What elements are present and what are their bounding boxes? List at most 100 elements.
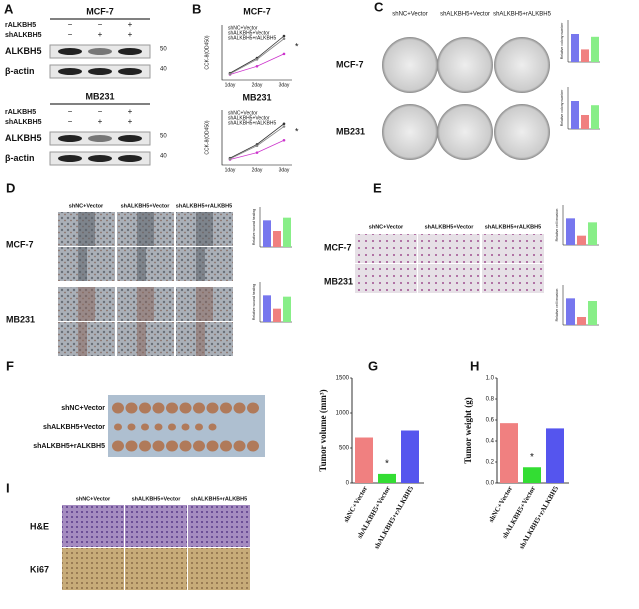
band bbox=[58, 48, 82, 55]
tumor bbox=[247, 402, 259, 414]
sign: − bbox=[68, 117, 73, 126]
bar bbox=[283, 296, 291, 322]
x-tick-label: 1day bbox=[225, 82, 236, 88]
axis bbox=[562, 285, 599, 326]
y-label: Tumor weight (g) bbox=[463, 397, 473, 464]
panel-label: C bbox=[374, 0, 384, 14]
annotation: * bbox=[385, 459, 389, 470]
column-label: shALKBH5+rALKBH5 bbox=[191, 496, 247, 502]
panel-label: A bbox=[4, 1, 14, 16]
x-tick-label: 2day bbox=[252, 167, 263, 173]
bar bbox=[581, 49, 589, 62]
x-tick-label: 3day bbox=[279, 82, 290, 88]
line bbox=[229, 35, 285, 74]
wound bbox=[78, 322, 87, 356]
tumor bbox=[181, 423, 190, 431]
y-tick-label: 0.2 bbox=[486, 460, 495, 466]
point bbox=[282, 34, 286, 38]
band bbox=[88, 48, 112, 55]
plate bbox=[382, 37, 438, 93]
row-label: shALKBH5 bbox=[5, 32, 42, 39]
y-label: Relative cell invasion bbox=[555, 209, 559, 242]
legend-entry: shALKBH5+rALKBH5 bbox=[228, 35, 276, 41]
tumor bbox=[208, 423, 217, 431]
tumor bbox=[154, 423, 163, 431]
image bbox=[418, 264, 480, 293]
band bbox=[118, 68, 142, 75]
column-label: shNC+Vector bbox=[76, 496, 111, 502]
tumor bbox=[179, 402, 192, 414]
row-label: Ki67 bbox=[30, 564, 49, 574]
legend-entry: shALKBH5+Vector bbox=[228, 30, 270, 36]
column-label: shNC+Vector bbox=[392, 12, 428, 18]
tumor bbox=[195, 423, 203, 431]
tumor bbox=[220, 440, 232, 452]
plate bbox=[437, 37, 493, 93]
column-label: shALKBH5+Vector bbox=[440, 12, 490, 18]
wound bbox=[137, 212, 154, 246]
bar bbox=[577, 317, 586, 325]
y-label: CCK-8(OD450) bbox=[204, 35, 210, 70]
sign: − bbox=[98, 20, 103, 29]
wound bbox=[137, 322, 146, 356]
tumor bbox=[220, 402, 232, 414]
bar bbox=[378, 473, 396, 483]
plate bbox=[437, 104, 493, 160]
tumor bbox=[206, 402, 219, 414]
row-label: MB231 bbox=[324, 276, 353, 286]
point bbox=[255, 58, 259, 61]
panel-label: D bbox=[6, 180, 15, 195]
band bbox=[118, 48, 142, 55]
cell-line: MB231 bbox=[85, 91, 114, 101]
panel-label: G bbox=[368, 358, 378, 373]
wound bbox=[78, 212, 95, 246]
legend-entry: shNC+Vector bbox=[228, 25, 258, 31]
image bbox=[188, 505, 250, 547]
bar bbox=[355, 437, 373, 483]
bar bbox=[566, 218, 575, 245]
y-label: Relative wound healing bbox=[252, 284, 256, 320]
tumor bbox=[125, 440, 138, 452]
x-tick-label: 2day bbox=[252, 82, 263, 88]
tumor bbox=[166, 440, 178, 452]
cell-line: MCF-7 bbox=[86, 6, 114, 16]
wound bbox=[196, 287, 213, 321]
bar bbox=[401, 430, 419, 483]
axis bbox=[567, 87, 600, 130]
y-label: CCK-8(OD450) bbox=[204, 120, 210, 155]
column-label: shALKBH5+rALKBH5 bbox=[176, 203, 232, 209]
bar bbox=[588, 222, 597, 245]
point bbox=[228, 72, 232, 76]
sign: − bbox=[98, 107, 103, 116]
column-label: shALKBH5+rALKBH5 bbox=[493, 12, 552, 18]
axis bbox=[567, 20, 600, 63]
axis bbox=[221, 25, 292, 81]
x-tick-label: 1day bbox=[225, 167, 236, 173]
band bbox=[58, 135, 82, 142]
axis bbox=[259, 282, 292, 323]
wound bbox=[196, 212, 213, 246]
column-label: shALKBH5+Vector bbox=[132, 496, 182, 502]
tumor bbox=[166, 402, 178, 414]
point bbox=[255, 64, 259, 68]
tumor bbox=[206, 440, 219, 452]
y-label: Relative wound healing bbox=[252, 209, 256, 245]
point bbox=[255, 151, 259, 154]
row-label: MCF-7 bbox=[324, 242, 352, 252]
wound bbox=[137, 247, 146, 281]
annotation: * bbox=[530, 452, 534, 463]
annotation: * bbox=[295, 126, 299, 136]
column-label: shALKBH5+Vector bbox=[121, 203, 171, 209]
image bbox=[482, 264, 544, 293]
band bbox=[88, 68, 112, 75]
y-label: Relative cell invasion bbox=[555, 289, 559, 322]
y-tick-label: 0.8 bbox=[486, 397, 495, 403]
point bbox=[282, 37, 286, 41]
point bbox=[282, 52, 286, 56]
axis bbox=[562, 205, 599, 246]
sign: + bbox=[128, 117, 133, 126]
axis bbox=[221, 110, 292, 166]
legend-entry: shNC+Vector bbox=[228, 110, 258, 116]
blot-label: ALKBH5 bbox=[5, 46, 42, 56]
y-tick-label: 1.0 bbox=[486, 376, 495, 382]
